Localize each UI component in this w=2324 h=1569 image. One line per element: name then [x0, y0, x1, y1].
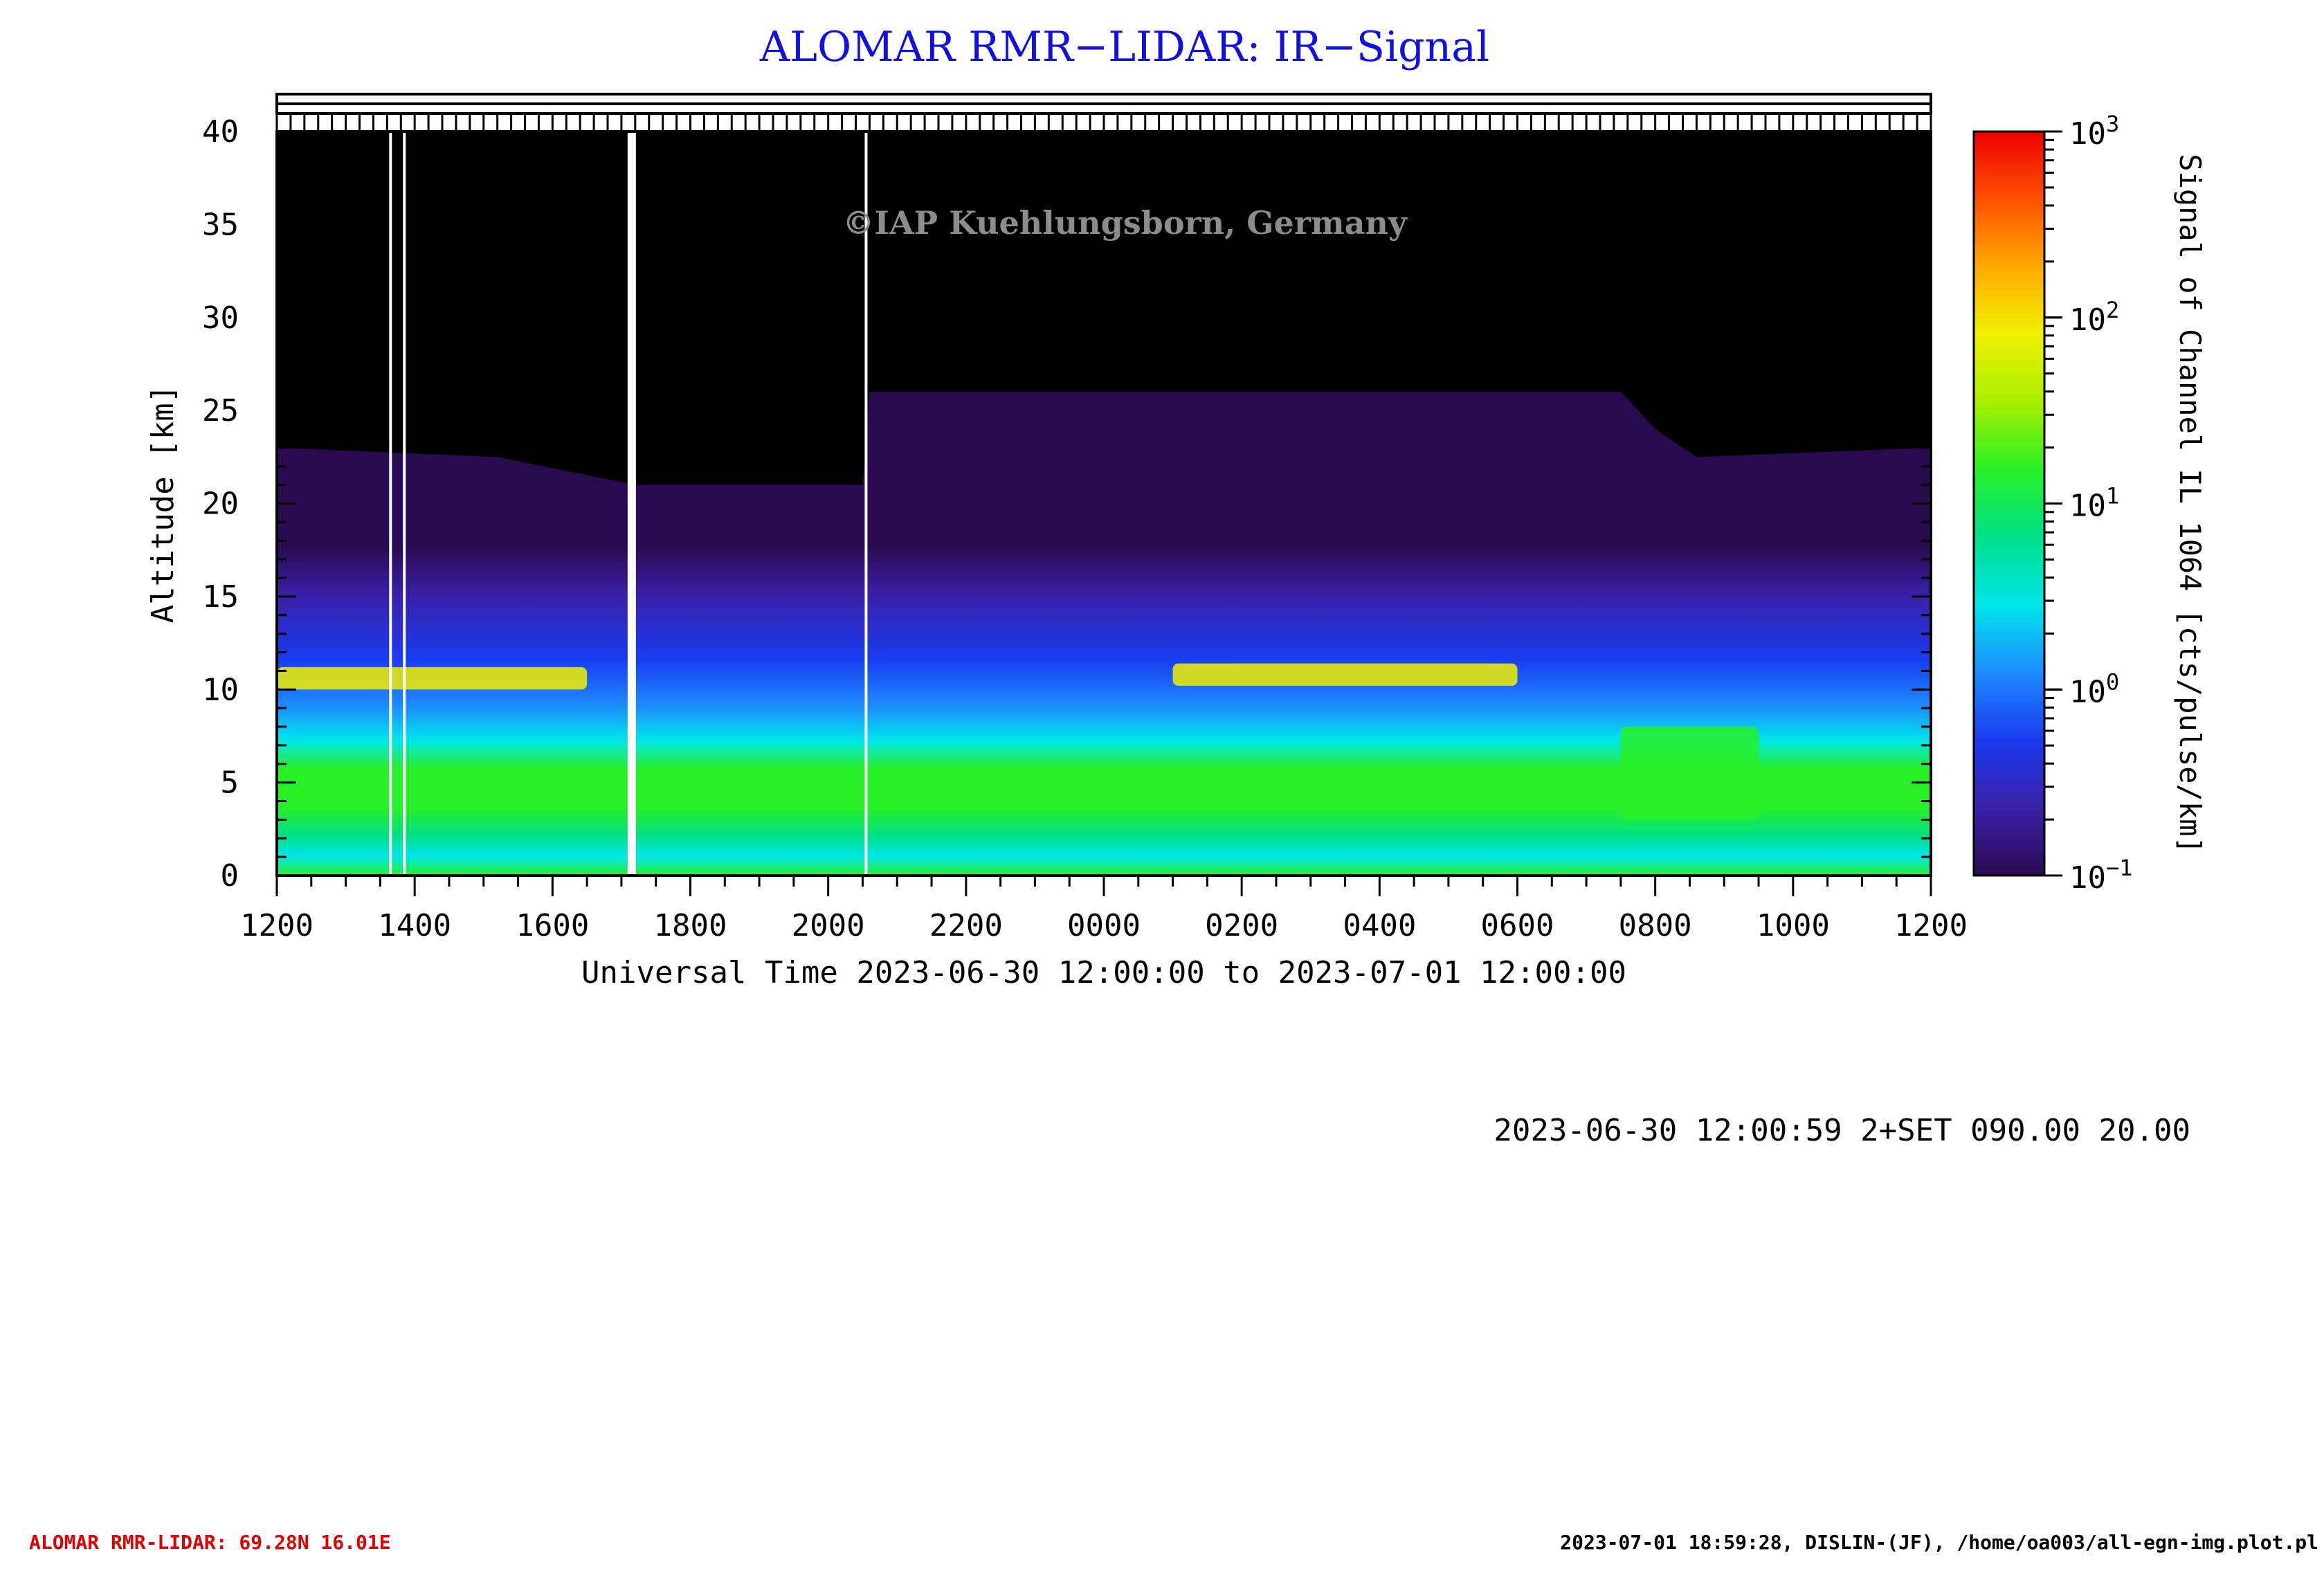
y-tick-label: 15	[202, 579, 239, 615]
y-tick-label: 40	[202, 114, 239, 149]
x-tick-label: 2000	[792, 908, 865, 943]
y-tick-label: 5	[221, 765, 239, 801]
x-tick-label: 1200	[240, 908, 314, 943]
y-tick-label: 25	[202, 393, 239, 428]
chart-title: ALOMAR RMR−LIDAR: IR−Signal	[759, 23, 1489, 71]
x-tick-label: 1200	[1894, 908, 1968, 943]
y-tick-label: 10	[202, 672, 239, 707]
data-gaps	[389, 131, 868, 876]
x-tick-label: 2200	[929, 908, 1003, 943]
watermark: ©IAP Kuehlungsborn, Germany	[842, 204, 1408, 242]
plot-area	[277, 131, 1931, 876]
cloud-layers	[277, 663, 1759, 820]
y-axis: 0 5 10 15 20 25 30 35 40	[202, 114, 1931, 894]
y-axis-label: Altitude [km]	[145, 385, 181, 623]
layer-cloud-2	[1620, 727, 1759, 820]
y-tick-label: 0	[221, 858, 239, 894]
x-tick-label: 1000	[1756, 908, 1830, 943]
layer-cirrus-0	[277, 667, 588, 690]
colorbar-label: Signal of Channel IL 1064 [cts/pulse/km]	[2173, 154, 2207, 853]
x-tick-label: 0200	[1205, 908, 1278, 943]
x-axis: 1200 1400 1600 1800 2000 2200 0000 0200 0400 0600…	[240, 876, 1968, 943]
cbar-tick-label: 10−1	[2069, 855, 2133, 896]
y-tick-label: 30	[202, 300, 239, 336]
footer-location: ALOMAR RMR-LIDAR: 69.28N 16.01E	[29, 1531, 391, 1554]
cbar-tick-label: 103	[2069, 111, 2119, 152]
cbar-tick-label: 101	[2069, 483, 2119, 524]
x-tick-label: 1400	[378, 908, 451, 943]
colorbar-axis: 103 102 101 100 10−1	[2044, 111, 2133, 896]
x-tick-label: 0800	[1619, 908, 1692, 943]
x-tick-label: 0000	[1067, 908, 1141, 943]
y-tick-label: 20	[202, 487, 239, 522]
x-tick-label: 1800	[654, 908, 727, 943]
colorbar	[1972, 130, 2046, 877]
x-tick-label: 1600	[516, 908, 589, 943]
x-tick-label: 0600	[1481, 908, 1554, 943]
layer-cirrus-1	[1172, 663, 1518, 686]
top-time-strip	[275, 93, 1932, 131]
signal-heatmap	[277, 392, 1931, 876]
run-info: 2023-06-30 12:00:59 2+SET 090.00 20.00	[1494, 1113, 2190, 1148]
cbar-tick-label: 102	[2069, 297, 2119, 338]
y-tick-label: 35	[202, 207, 239, 242]
cbar-tick-label: 100	[2069, 669, 2119, 709]
x-tick-label: 0400	[1343, 908, 1416, 943]
x-axis-label: Universal Time 2023-06-30 12:00:00 to 20…	[581, 955, 1626, 990]
footer-plot-info: 2023-07-01 18:59:28, DISLIN-(JF), /home/…	[1560, 1531, 2318, 1554]
